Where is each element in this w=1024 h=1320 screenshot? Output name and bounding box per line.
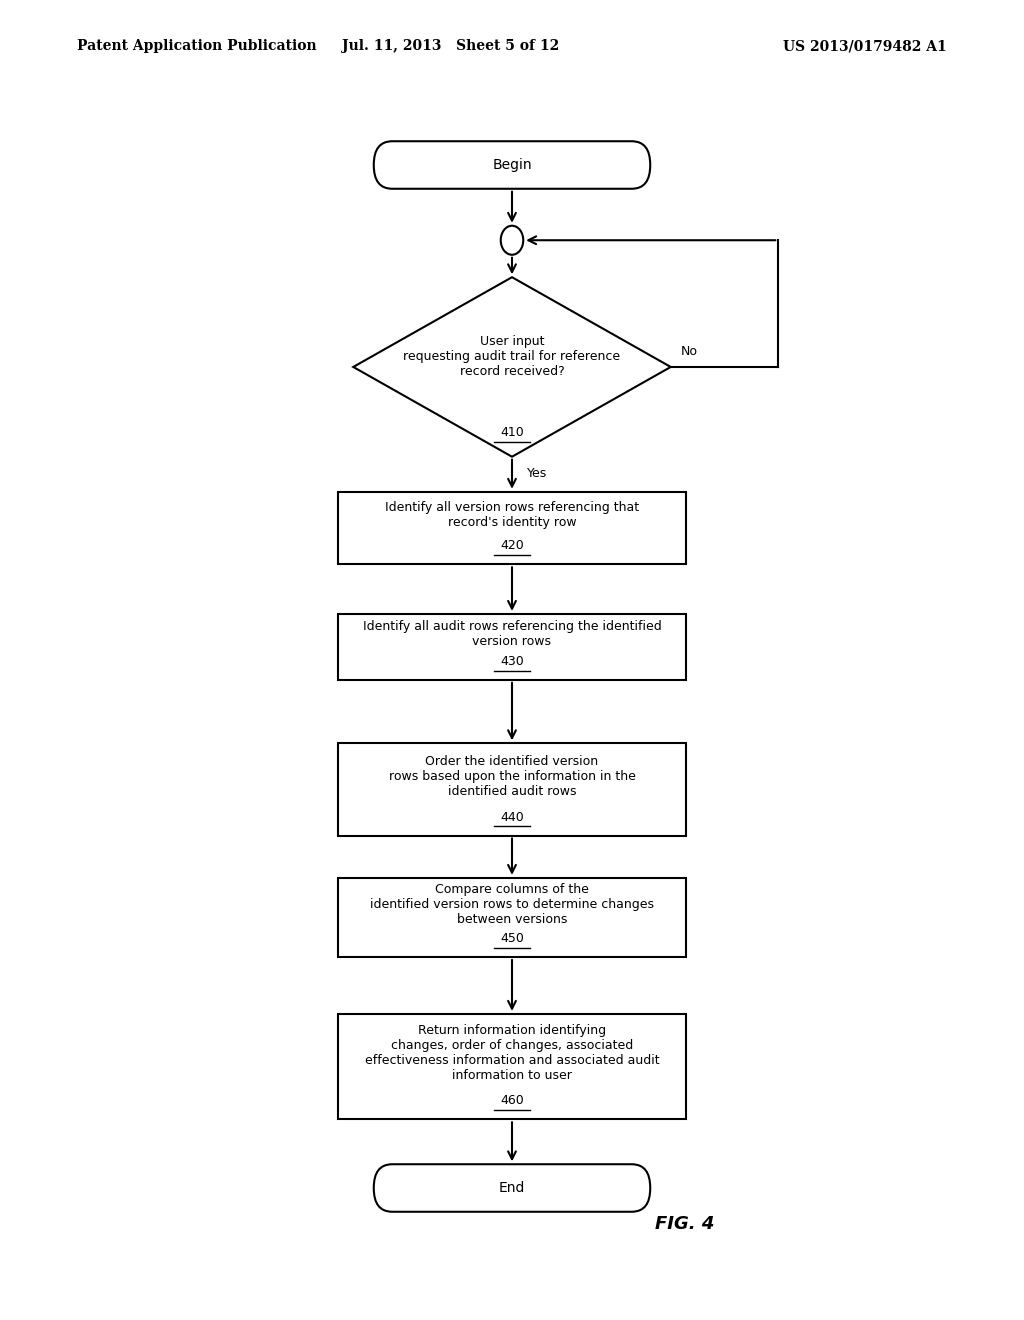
FancyBboxPatch shape [338,614,686,680]
Text: No: No [681,345,698,358]
Text: 460: 460 [500,1094,524,1107]
FancyBboxPatch shape [374,141,650,189]
FancyBboxPatch shape [374,1164,650,1212]
Text: End: End [499,1181,525,1195]
Text: Jul. 11, 2013   Sheet 5 of 12: Jul. 11, 2013 Sheet 5 of 12 [342,40,559,53]
Text: 450: 450 [500,932,524,945]
Text: Order the identified version
rows based upon the information in the
identified a: Order the identified version rows based … [388,755,636,797]
Text: Begin: Begin [493,158,531,172]
FancyBboxPatch shape [338,743,686,836]
FancyBboxPatch shape [338,1014,686,1119]
Text: Patent Application Publication: Patent Application Publication [77,40,316,53]
Text: User input
requesting audit trail for reference
record received?: User input requesting audit trail for re… [403,335,621,378]
Polygon shape [353,277,671,457]
Text: 430: 430 [500,655,524,668]
FancyBboxPatch shape [338,878,686,957]
Text: 410: 410 [500,426,524,440]
Text: FIG. 4: FIG. 4 [655,1214,715,1233]
Text: US 2013/0179482 A1: US 2013/0179482 A1 [783,40,947,53]
Text: 440: 440 [500,810,524,824]
Text: 420: 420 [500,540,524,552]
Text: Yes: Yes [527,467,548,480]
Text: Compare columns of the
identified version rows to determine changes
between vers: Compare columns of the identified versio… [370,883,654,925]
Circle shape [501,226,523,255]
Text: Return information identifying
changes, order of changes, associated
effectivene: Return information identifying changes, … [365,1024,659,1082]
Text: Identify all version rows referencing that
record's identity row: Identify all version rows referencing th… [385,500,639,529]
FancyBboxPatch shape [338,491,686,565]
Text: Identify all audit rows referencing the identified
version rows: Identify all audit rows referencing the … [362,619,662,648]
